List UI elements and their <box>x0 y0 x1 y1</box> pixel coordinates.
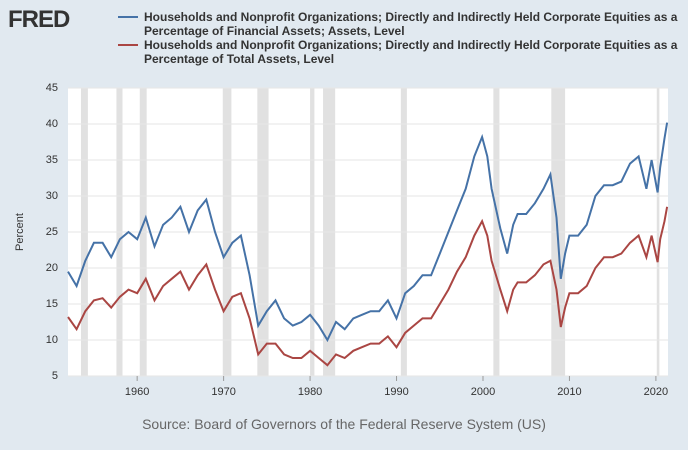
legend-label: Households and Nonprofit Organizations; … <box>144 38 678 66</box>
y-tick-label: 10 <box>46 334 58 346</box>
legend-label: Households and Nonprofit Organizations; … <box>144 10 678 38</box>
x-tick-label: 2000 <box>471 386 495 398</box>
y-tick-label: 45 <box>46 82 58 94</box>
x-tick-label: 1960 <box>125 386 149 398</box>
y-tick-label: 20 <box>46 262 58 274</box>
x-tick-label: 1970 <box>211 386 235 398</box>
series-line <box>67 122 669 343</box>
x-tick-label: 2010 <box>557 386 581 398</box>
legend-swatch <box>118 44 138 46</box>
legend-entry: Households and Nonprofit Organizations; … <box>118 38 678 66</box>
logo: FRED <box>8 6 70 33</box>
legend-entry: Households and Nonprofit Organizations; … <box>118 10 678 38</box>
x-tick-label: 1980 <box>298 386 322 398</box>
y-axis-label: Percent <box>14 213 26 251</box>
x-tick-label: 2020 <box>644 386 668 398</box>
y-tick-label: 25 <box>46 226 58 238</box>
y-tick-label: 35 <box>46 154 58 166</box>
y-tick-label: 40 <box>46 118 58 130</box>
y-tick-label: 30 <box>46 190 58 202</box>
legend-swatch <box>118 16 138 18</box>
y-tick-label: 15 <box>46 298 58 310</box>
x-tick-label: 1990 <box>384 386 408 398</box>
source: Source: Board of Governors of the Federa… <box>142 416 546 432</box>
legend: Households and Nonprofit Organizations; … <box>118 10 678 66</box>
y-tick-label: 5 <box>52 370 58 382</box>
series-line <box>67 206 669 367</box>
